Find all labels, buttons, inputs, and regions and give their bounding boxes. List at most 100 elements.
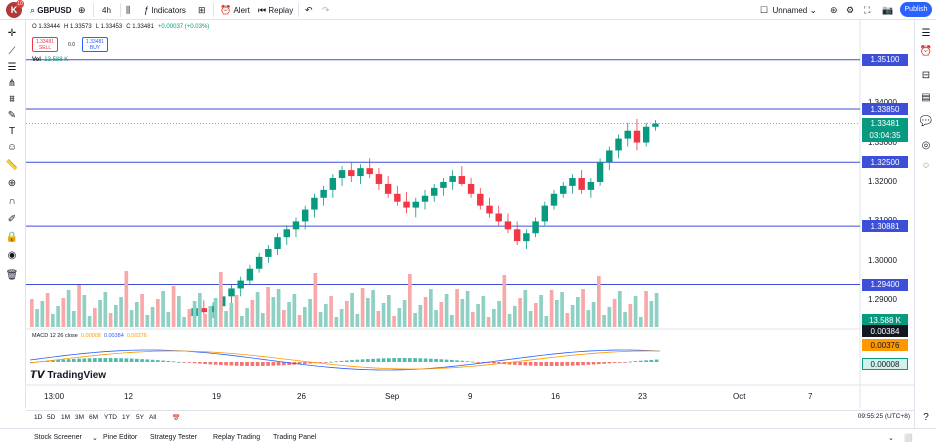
candle-body bbox=[292, 221, 300, 230]
volume-bar bbox=[119, 297, 123, 327]
templates-button[interactable]: ⊞ bbox=[198, 3, 206, 17]
candle-body bbox=[348, 170, 355, 177]
macd-histogram-bar bbox=[387, 358, 391, 362]
macd-histogram-bar bbox=[124, 358, 129, 362]
macd-histogram-bar bbox=[560, 362, 564, 366]
replay-button[interactable]: ⏮ Replay bbox=[258, 3, 293, 17]
alarm-clock-icon[interactable]: ⏰ bbox=[919, 45, 933, 57]
volume-bar bbox=[350, 293, 354, 327]
interval-button[interactable]: 4h bbox=[102, 5, 111, 15]
redo-button[interactable]: ↷ bbox=[322, 3, 330, 17]
trendline-icon[interactable]: ⟋ bbox=[8, 45, 16, 57]
lock-icon[interactable]: 🔒 bbox=[5, 231, 19, 243]
tab-strategy-tester[interactable]: Strategy Tester bbox=[150, 434, 197, 441]
alert-button[interactable]: ⏰ Alert bbox=[220, 3, 250, 17]
range-1d[interactable]: 1D bbox=[34, 414, 43, 421]
volume-bar bbox=[303, 307, 307, 327]
range-ytd[interactable]: YTD bbox=[104, 414, 117, 421]
tab-replay-trading[interactable]: Replay Trading bbox=[213, 434, 261, 441]
indicators-button[interactable]: ƒ Indicators bbox=[144, 3, 186, 17]
tab-stock-screener[interactable]: Stock Screener bbox=[34, 434, 82, 441]
macd-histogram-bar bbox=[523, 362, 528, 366]
candle-body bbox=[513, 229, 521, 242]
range-1m[interactable]: 1M bbox=[61, 414, 71, 421]
layout-square-icon: ☐ bbox=[760, 4, 769, 15]
volume-bar bbox=[93, 308, 97, 327]
volume-bar bbox=[171, 286, 176, 327]
settings-button[interactable]: ⚙ bbox=[846, 3, 854, 17]
range-5y[interactable]: 5Y bbox=[136, 414, 144, 421]
macd-histogram-bar bbox=[381, 358, 386, 362]
chat-icon[interactable]: 💬 bbox=[919, 115, 933, 127]
macd-histogram-bar bbox=[597, 362, 601, 365]
volume-bar bbox=[229, 303, 234, 327]
undo-button[interactable]: ↶ bbox=[305, 3, 313, 17]
text-icon[interactable]: T bbox=[8, 125, 16, 137]
candle-body bbox=[301, 209, 309, 222]
compare-button[interactable]: ⊕ bbox=[78, 3, 86, 17]
brush-icon[interactable]: ✎ bbox=[7, 109, 17, 121]
ruler-icon[interactable]: 📏 bbox=[5, 159, 19, 171]
goto-date-icon[interactable]: 📅 bbox=[172, 415, 181, 422]
widget-toolbar: ☰ ⏰ ⊟ ▤ 💬 ◎ ◌ ? bbox=[914, 20, 936, 430]
snapshot-button[interactable]: 📷 bbox=[882, 3, 893, 17]
range-6m[interactable]: 6M bbox=[89, 414, 99, 421]
hlines-icon[interactable]: ☰ bbox=[7, 61, 17, 73]
eye-icon[interactable]: ◉ bbox=[7, 249, 17, 261]
watchlist-icon[interactable]: ☰ bbox=[921, 27, 931, 39]
magnet-icon[interactable]: ∩ bbox=[8, 195, 16, 207]
fullscreen-button[interactable]: ⛶ bbox=[864, 3, 870, 17]
tab-trading-panel[interactable]: Trading Panel bbox=[273, 434, 317, 441]
symbol-search[interactable]: ⌕ GBPUSD bbox=[30, 3, 72, 17]
chart-type-button[interactable]: ⫼ bbox=[126, 3, 130, 17]
chevron-down-icon[interactable]: ⌄ bbox=[92, 435, 98, 442]
data-window-icon[interactable]: ⊟ bbox=[921, 69, 931, 81]
layout-button[interactable]: ☐ Unnamed ⌄ bbox=[760, 3, 817, 17]
collapse-panel-icon[interactable]: ⌄ bbox=[888, 435, 894, 442]
volume-bar bbox=[481, 296, 486, 327]
range-1y[interactable]: 1Y bbox=[122, 414, 130, 421]
macd-histogram-bar bbox=[145, 359, 150, 362]
news-icon[interactable]: ▤ bbox=[921, 91, 931, 103]
crosshair-icon[interactable]: ✛ bbox=[7, 27, 17, 39]
maximize-panel-icon[interactable]: ⬜ bbox=[904, 435, 913, 442]
volume-bar bbox=[565, 313, 570, 327]
macd-histogram-bar bbox=[250, 362, 255, 366]
fib-icon[interactable]: ⩩ bbox=[9, 93, 15, 105]
macd-histogram-bar bbox=[87, 358, 92, 362]
range-5d[interactable]: 5D bbox=[47, 414, 56, 421]
trash-icon[interactable]: 🗑 bbox=[5, 269, 19, 281]
macd-histogram-bar bbox=[61, 359, 66, 362]
macd-histogram-bar bbox=[618, 362, 622, 363]
quick-search-button[interactable]: ⊛ bbox=[830, 3, 838, 17]
tab-pine-editor[interactable]: Pine Editor bbox=[103, 434, 138, 441]
macd-histogram-bar bbox=[639, 360, 643, 362]
sell-button[interactable]: 1.33481 SELL bbox=[32, 37, 58, 52]
macd-histogram-bar bbox=[591, 362, 596, 365]
current-price-tag: 1.33481 bbox=[862, 117, 908, 130]
volume-bar bbox=[591, 302, 596, 327]
smiley-icon[interactable]: ☺ bbox=[6, 141, 18, 153]
clock[interactable]: 09:55:25 (UTC+8) bbox=[857, 413, 910, 420]
macd-histogram-bar bbox=[182, 362, 186, 363]
signal-icon[interactable]: ◌ bbox=[923, 159, 929, 171]
macd-histogram-bar bbox=[602, 362, 606, 364]
zoom-icon[interactable]: ⊕ bbox=[7, 177, 17, 189]
ohlc-close: C 1.33481 bbox=[126, 24, 154, 30]
macd-histogram-bar bbox=[423, 358, 428, 362]
range-all[interactable]: All bbox=[149, 414, 157, 421]
macd-histogram-bar bbox=[161, 360, 165, 362]
buy-button[interactable]: 1.33481 BUY bbox=[82, 37, 108, 52]
pencil-lock-icon[interactable]: ✐ bbox=[7, 213, 17, 225]
chevron-down-icon: ⌄ bbox=[809, 4, 817, 15]
volume-bar bbox=[539, 295, 543, 327]
macd-histogram-bar bbox=[455, 360, 459, 362]
ideas-icon[interactable]: ◎ bbox=[921, 139, 931, 151]
range-3m[interactable]: 3M bbox=[75, 414, 85, 421]
candle-body bbox=[283, 229, 290, 238]
pitchfork-icon[interactable]: ⋔ bbox=[7, 77, 17, 89]
publish-button[interactable]: Publish bbox=[900, 2, 932, 17]
help-icon[interactable]: ? bbox=[923, 411, 929, 423]
volume-bar bbox=[114, 305, 118, 327]
